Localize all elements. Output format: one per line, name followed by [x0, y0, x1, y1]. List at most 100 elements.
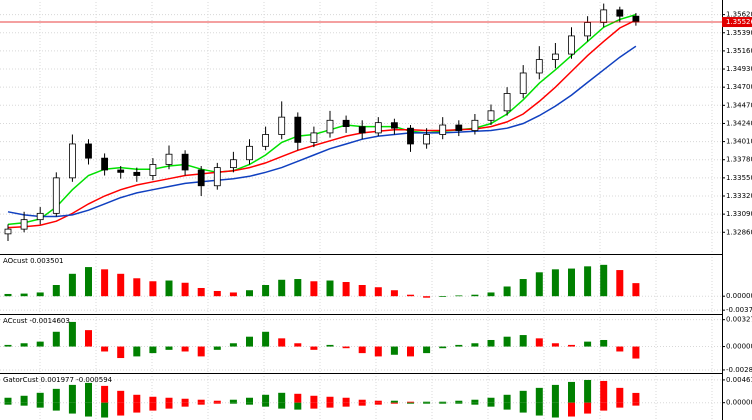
- y-tick-label: 0.000000: [726, 292, 752, 300]
- histogram-bar: [197, 346, 205, 357]
- histogram-bar: [503, 286, 511, 297]
- y-tick-label: 0.000000: [726, 399, 752, 407]
- gator-bar: [133, 394, 141, 403]
- candle-body: [374, 122, 382, 134]
- histogram-bar: [181, 282, 189, 297]
- gator-bar: [358, 399, 366, 403]
- histogram-bar: [246, 290, 253, 297]
- gator-bar: [455, 402, 463, 404]
- candle-body: [101, 157, 108, 171]
- histogram-bar: [568, 268, 575, 297]
- gator-bar: [503, 402, 511, 410]
- histogram-bar: [133, 346, 141, 357]
- candle-body: [36, 212, 44, 221]
- candle-body: [358, 126, 366, 134]
- histogram-bar: [149, 346, 157, 354]
- histogram-bar: [85, 330, 92, 347]
- gator-bar: [117, 402, 125, 416]
- histogram-bar: [294, 343, 302, 347]
- histogram-bar: [278, 279, 286, 297]
- gator-bar: [181, 398, 189, 403]
- gator-bar: [358, 402, 366, 406]
- gator-bar: [85, 402, 92, 417]
- histogram-bar: [374, 346, 382, 357]
- candle-body: [310, 132, 318, 143]
- gator-bar: [262, 402, 270, 407]
- gator-bar: [36, 392, 44, 403]
- candle-body: [52, 177, 60, 214]
- candle-body: [342, 119, 350, 128]
- candle-body: [632, 15, 640, 23]
- y-tick-label: 0.0032754: [726, 316, 752, 324]
- histogram-bar: [616, 270, 624, 297]
- gator-bar: [503, 394, 511, 403]
- gator-bar: [551, 384, 559, 403]
- gator-bar: [519, 390, 527, 403]
- histogram-bar: [229, 292, 237, 297]
- histogram-bar: [36, 292, 44, 297]
- gator-bar: [278, 402, 286, 409]
- histogram-bar: [229, 343, 237, 347]
- gator-bar: [310, 402, 318, 409]
- y-tick-label: 1.35390: [726, 29, 752, 37]
- histogram-bar: [20, 293, 28, 297]
- candle-body: [535, 59, 543, 74]
- gator-bar: [407, 401, 414, 403]
- histogram-bar: [358, 285, 366, 297]
- gator-bar: [101, 402, 109, 418]
- moving-average: [7, 45, 637, 218]
- histogram-bar: [117, 273, 125, 297]
- histogram-bar: [262, 285, 270, 297]
- histogram-bar: [181, 346, 189, 352]
- gator-bar: [535, 402, 543, 416]
- gator-bar: [439, 401, 447, 403]
- histogram-bar: [535, 338, 543, 347]
- gator-bar: [374, 402, 382, 405]
- gator-bar: [52, 388, 60, 403]
- gator-bar: [342, 397, 350, 403]
- gator-bar: [246, 402, 253, 405]
- histogram-bar: [439, 346, 447, 349]
- moving-average: [7, 13, 637, 226]
- histogram-bar: [213, 290, 221, 297]
- y-tick-label: 1.33320: [726, 192, 752, 200]
- y-tick-label: -0.003739: [726, 306, 752, 314]
- histogram-bar: [342, 282, 350, 297]
- gator-bar: [616, 402, 624, 408]
- candle-body: [69, 143, 76, 179]
- gator-bar: [600, 402, 608, 411]
- candle-body: [117, 169, 125, 173]
- histogram-bar: [390, 346, 398, 355]
- gator-bar: [294, 402, 302, 410]
- candle-body: [616, 9, 624, 17]
- candle-body: [423, 134, 431, 145]
- gator-bar: [262, 394, 270, 403]
- candle-body: [278, 116, 286, 135]
- histogram-bar: [551, 269, 559, 297]
- y-tick-label: 1.34240: [726, 119, 752, 127]
- histogram-bar: [278, 338, 286, 347]
- histogram-bar: [101, 269, 109, 297]
- histogram-bar: [519, 335, 527, 347]
- gator-bar: [68, 402, 76, 414]
- gator-bar: [278, 392, 286, 403]
- panel-title: GatorCust 0.001977 -0.000594: [3, 376, 113, 384]
- gator-bar: [584, 402, 592, 414]
- candle-body: [229, 159, 237, 169]
- histogram-bar: [52, 285, 60, 297]
- histogram-bar: [600, 264, 608, 297]
- y-tick-label: 1.33550: [726, 174, 752, 182]
- histogram-bar: [632, 346, 640, 359]
- gator-bar: [213, 400, 221, 403]
- y-tick-label: 1.32860: [726, 228, 752, 236]
- gator-bar: [455, 400, 463, 403]
- candle-body: [439, 124, 447, 135]
- gator-bar: [487, 397, 495, 403]
- panel-title: AOcust 0.003501: [3, 257, 63, 265]
- histogram-bar: [407, 346, 414, 357]
- histogram-bar: [326, 280, 334, 297]
- y-tick-label: 1.35160: [726, 47, 752, 55]
- histogram-bar: [632, 283, 640, 297]
- histogram-bar: [407, 294, 414, 297]
- histogram-bar: [101, 346, 109, 352]
